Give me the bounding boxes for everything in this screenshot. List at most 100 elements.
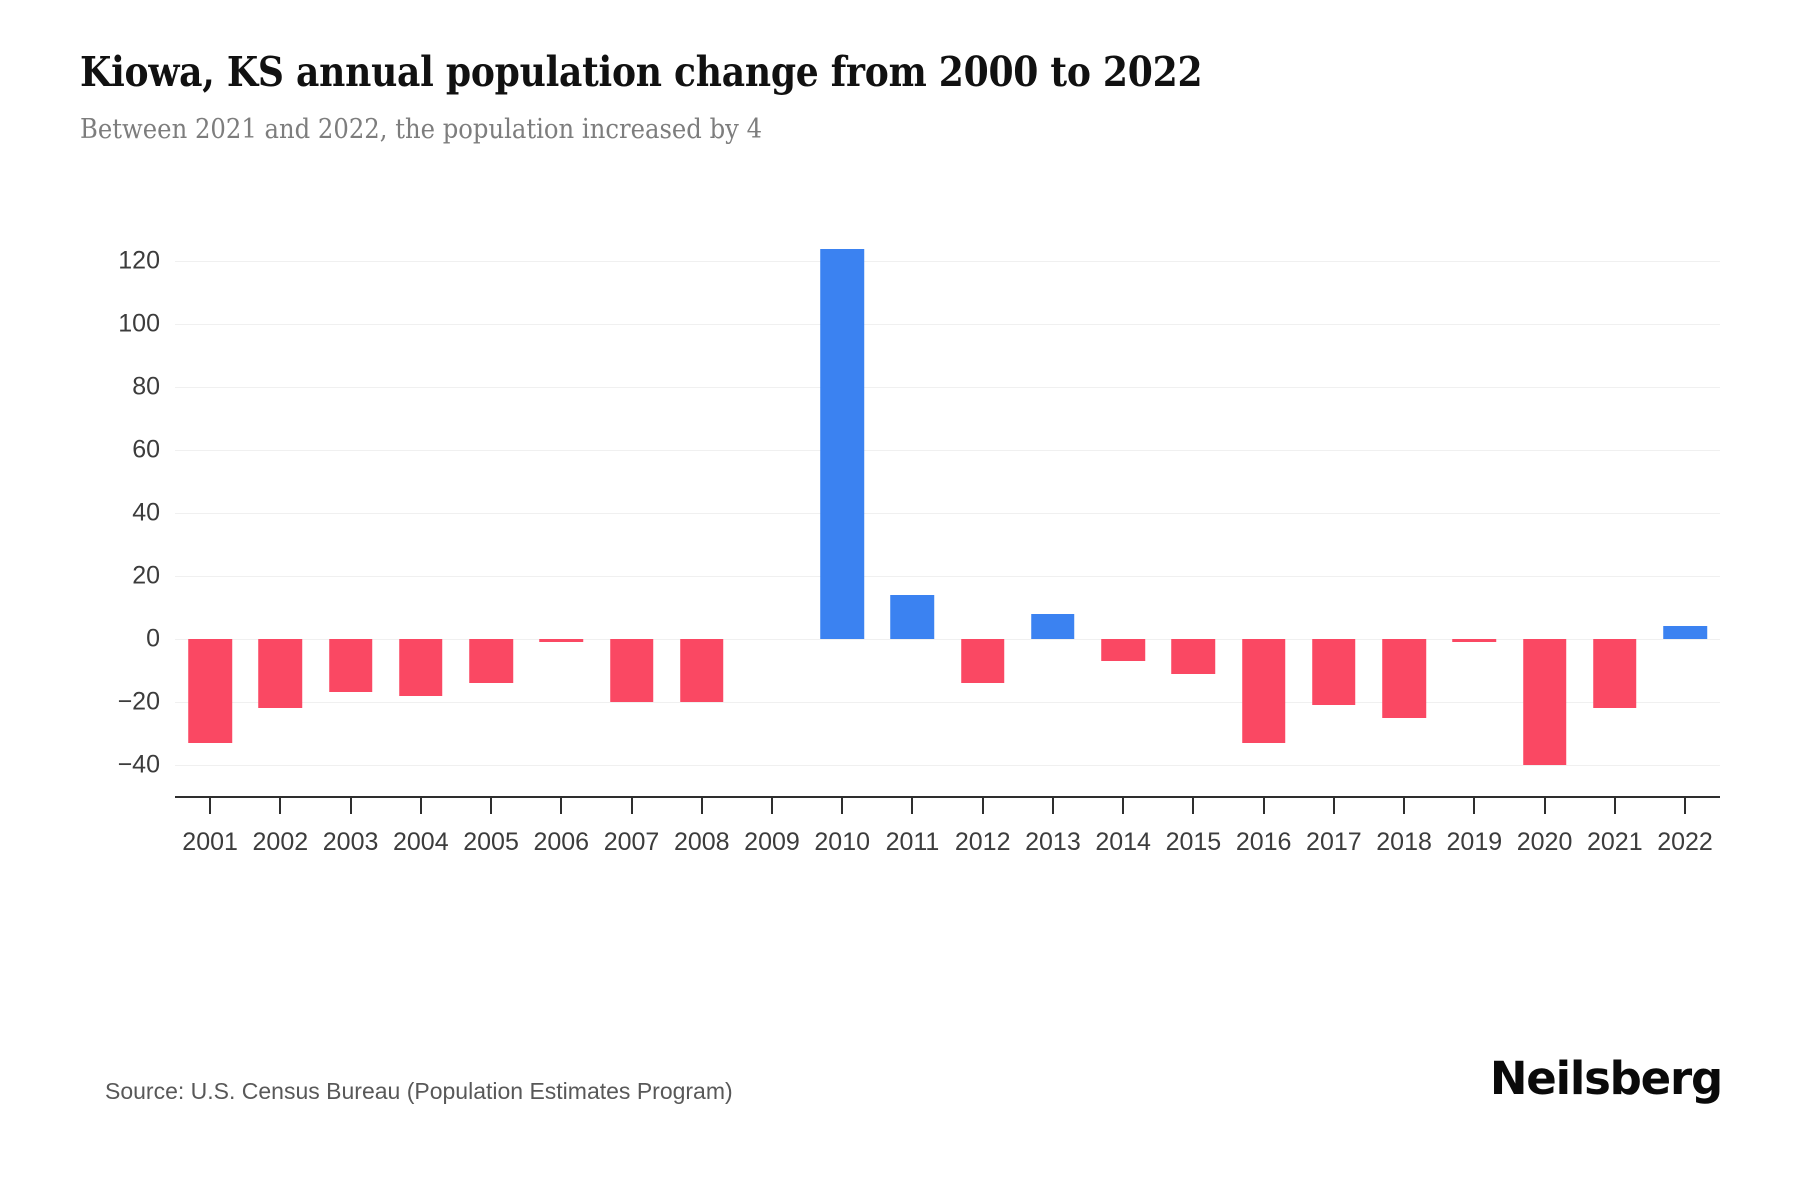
- x-tick: [1580, 798, 1650, 814]
- bar-slot[interactable]: [315, 230, 385, 790]
- tick-mark: [770, 798, 773, 814]
- chart-header: Kiowa, KS annual population change from …: [80, 48, 1720, 145]
- bar-slot[interactable]: [667, 230, 737, 790]
- bar-2019[interactable]: [1452, 638, 1497, 643]
- zero-gridline: [175, 638, 1720, 640]
- x-tick: [667, 798, 737, 814]
- bar-2010[interactable]: [820, 248, 864, 639]
- bar-2003[interactable]: [328, 638, 373, 693]
- bar-slot[interactable]: [1018, 230, 1088, 790]
- bar-2008[interactable]: [679, 638, 724, 702]
- x-axis-label-2004: 2004: [393, 828, 449, 856]
- bar-slot[interactable]: [175, 230, 245, 790]
- x-axis-label-2017: 2017: [1306, 828, 1362, 856]
- x-tick: [315, 798, 385, 814]
- x-axis-label-2021: 2021: [1586, 828, 1643, 856]
- page-title: Kiowa, KS annual population change from …: [80, 48, 1203, 96]
- x-axis-label-2018: 2018: [1376, 828, 1432, 856]
- x-axis-label-2016: 2016: [1235, 828, 1292, 856]
- bar-slot[interactable]: [1299, 230, 1369, 790]
- tick-mark: [1543, 798, 1546, 814]
- y-tick-label: 60: [132, 435, 160, 464]
- bar-slot[interactable]: [1650, 230, 1720, 790]
- tick-mark: [841, 798, 844, 814]
- chart-plot-area: 120 100 80 60 40 20 0 −20 −40 2001 2002 2003 2004 20…: [80, 230, 1720, 890]
- bar-slot[interactable]: [1509, 230, 1579, 790]
- tick-mark: [1332, 798, 1335, 814]
- y-tick-label: 20: [132, 561, 160, 590]
- bar-slot[interactable]: [1158, 230, 1228, 790]
- x-tick: [1299, 798, 1369, 814]
- gridline: [175, 764, 1720, 766]
- bar-slot[interactable]: [948, 230, 1018, 790]
- x-axis-label-2019: 2019: [1446, 828, 1503, 856]
- bar-slot[interactable]: [1580, 230, 1650, 790]
- bar-slot[interactable]: [807, 230, 877, 790]
- y-tick-label: 0: [146, 624, 160, 653]
- bar-2006[interactable]: [539, 638, 584, 643]
- bar-2018[interactable]: [1382, 638, 1426, 718]
- x-tick: [807, 798, 877, 814]
- x-axis-ticks: [175, 798, 1720, 814]
- x-tick: [737, 798, 807, 814]
- tick-mark: [349, 798, 352, 814]
- y-tick-label: 80: [132, 372, 160, 401]
- tick-mark: [209, 798, 212, 814]
- bar-slot[interactable]: [1439, 230, 1509, 790]
- gridline: [175, 387, 1720, 389]
- x-axis-label-2005: 2005: [463, 828, 519, 856]
- bar-slot[interactable]: [245, 230, 315, 790]
- x-axis-label-2012: 2012: [954, 828, 1011, 856]
- bar-2005[interactable]: [469, 638, 513, 684]
- x-axis-labels: 2001 2002 2003 2004 2005 2006 2007 2008 2009 2010…: [175, 828, 1720, 857]
- x-axis-label-2002: 2002: [252, 828, 309, 856]
- bar-2007[interactable]: [609, 638, 654, 702]
- gridlines: [175, 230, 1720, 790]
- x-tick: [1650, 798, 1720, 814]
- bar-2016[interactable]: [1241, 638, 1286, 743]
- bar-2017[interactable]: [1312, 638, 1356, 706]
- bar-slot[interactable]: [526, 230, 596, 790]
- bar-2014[interactable]: [1101, 638, 1145, 661]
- x-tick: [1229, 798, 1299, 814]
- bar-2011[interactable]: [890, 594, 935, 639]
- x-axis-label-2007: 2007: [603, 828, 660, 856]
- bar-2004[interactable]: [399, 638, 443, 696]
- gridline: [175, 324, 1720, 326]
- tick-mark: [1051, 798, 1054, 814]
- bar-2001[interactable]: [188, 638, 232, 743]
- x-axis-label-2010: 2010: [814, 828, 871, 856]
- bar-2020[interactable]: [1522, 638, 1567, 765]
- x-tick: [596, 798, 666, 814]
- bar-slot[interactable]: [737, 230, 807, 790]
- x-tick: [948, 798, 1018, 814]
- bar-slot[interactable]: [456, 230, 526, 790]
- x-axis-label-2011: 2011: [885, 828, 940, 856]
- gridline: [175, 261, 1720, 263]
- x-tick: [877, 798, 947, 814]
- tick-mark: [560, 798, 563, 814]
- bar-slot[interactable]: [386, 230, 456, 790]
- bar-2021[interactable]: [1593, 638, 1637, 709]
- bar-slot[interactable]: [596, 230, 666, 790]
- bar-2013[interactable]: [1031, 613, 1075, 639]
- tick-mark: [279, 798, 282, 814]
- y-tick-label: −20: [117, 687, 160, 716]
- gridline: [175, 450, 1720, 452]
- bar-2022[interactable]: [1663, 626, 1707, 639]
- bar-slot[interactable]: [1229, 230, 1299, 790]
- bar-2002[interactable]: [258, 638, 303, 709]
- bar-2012[interactable]: [960, 638, 1005, 684]
- chart-subtitle: Between 2021 and 2022, the population in…: [80, 114, 763, 146]
- x-tick: [386, 798, 456, 814]
- x-tick: [1439, 798, 1509, 814]
- x-axis-label-2015: 2015: [1165, 828, 1222, 856]
- bar-slot[interactable]: [877, 230, 947, 790]
- bar-slot[interactable]: [1088, 230, 1158, 790]
- x-tick: [1369, 798, 1439, 814]
- bar-2015[interactable]: [1171, 638, 1216, 674]
- tick-mark: [1613, 798, 1616, 814]
- bar-slot[interactable]: [1369, 230, 1439, 790]
- x-tick: [245, 798, 315, 814]
